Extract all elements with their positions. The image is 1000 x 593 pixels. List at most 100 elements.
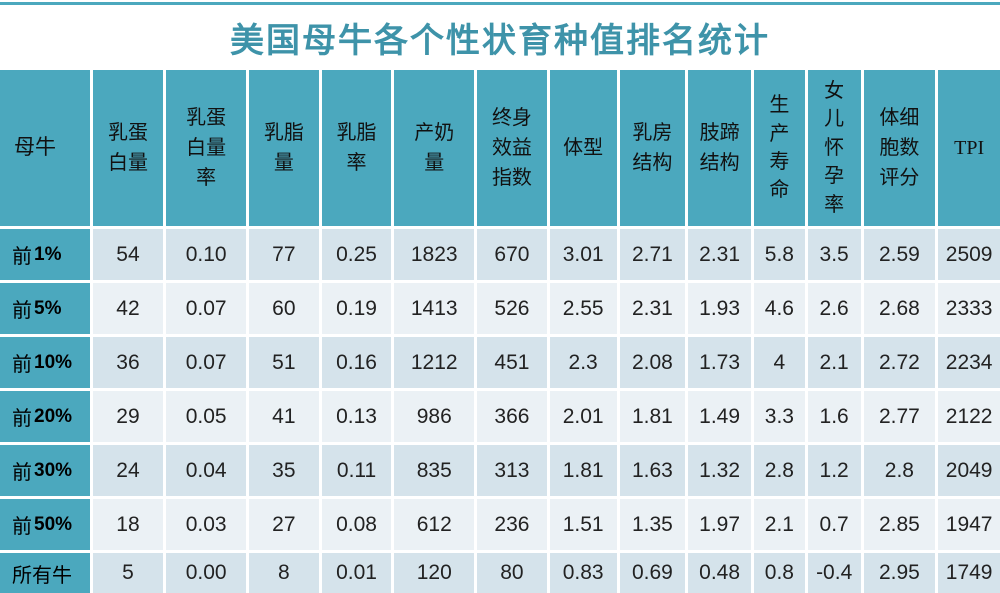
table-cell: 2.68 [863, 283, 936, 334]
table-cell: 0.00 [166, 553, 246, 593]
table-cell: 2.71 [619, 229, 686, 280]
table-cell: 1.93 [688, 283, 751, 334]
page-title: 美国母牛各个性状育种值排名统计 [230, 22, 770, 60]
table-cell: 2.1 [753, 499, 805, 550]
table-cell: 313 [477, 445, 547, 496]
table-cell: 5.8 [753, 229, 805, 280]
table-cell: 2.95 [863, 553, 936, 593]
table-cell: 2509 [938, 229, 1000, 280]
column-header: 体型 [549, 70, 617, 226]
table-cell: 2.55 [549, 283, 617, 334]
table-cell: 2.6 [807, 283, 861, 334]
column-header: 生 产 寿 命 [753, 70, 805, 226]
row-label: 前 20% [0, 391, 90, 442]
table-cell: 60 [249, 283, 319, 334]
table-cell: 612 [394, 499, 475, 550]
table-cell: 0.08 [321, 499, 392, 550]
table-cell: 0.13 [321, 391, 392, 442]
column-header: 肢蹄 结构 [688, 70, 751, 226]
table-cell: 0.48 [688, 553, 751, 593]
column-header: 女 儿 怀 孕 率 [807, 70, 861, 226]
table-cell: 451 [477, 337, 547, 388]
column-header: 终身 效益 指数 [477, 70, 547, 226]
table-cell: 36 [92, 337, 164, 388]
table-cell: 0.25 [321, 229, 392, 280]
table-cell: 3.3 [753, 391, 805, 442]
table-cell: 35 [249, 445, 319, 496]
table-cell: 2.59 [863, 229, 936, 280]
table-cell: 1.2 [807, 445, 861, 496]
table-cell: 4 [753, 337, 805, 388]
table-cell: 29 [92, 391, 164, 442]
table-cell: 8 [249, 553, 319, 593]
table-cell: 77 [249, 229, 319, 280]
table-cell: 2049 [938, 445, 1000, 496]
table-cell: 526 [477, 283, 547, 334]
column-header: 乳脂 量 [249, 70, 319, 226]
table-cell: 0.69 [619, 553, 686, 593]
table-cell: 24 [92, 445, 164, 496]
table-cell: 18 [92, 499, 164, 550]
table-cell: 835 [394, 445, 475, 496]
table-cell: 2.1 [807, 337, 861, 388]
table-cell: 2.77 [863, 391, 936, 442]
table-cell: 1947 [938, 499, 1000, 550]
table-cell: 1.32 [688, 445, 751, 496]
table-cell: 1.81 [549, 445, 617, 496]
corner-header-cell: 母牛 [0, 70, 90, 226]
table-cell: 670 [477, 229, 547, 280]
table-cell: 2.8 [753, 445, 805, 496]
table-cell: 0.19 [321, 283, 392, 334]
column-header: 产奶 量 [394, 70, 475, 226]
table-cell: 0.04 [166, 445, 246, 496]
row-label: 前 5% [0, 283, 90, 334]
table-cell: 1.63 [619, 445, 686, 496]
table-cell: 51 [249, 337, 319, 388]
table-cell: 27 [249, 499, 319, 550]
table-cell: 0.11 [321, 445, 392, 496]
table-cell: 236 [477, 499, 547, 550]
table-cell: 3.5 [807, 229, 861, 280]
table-cell: 54 [92, 229, 164, 280]
column-header: 乳房 结构 [619, 70, 686, 226]
table-cell: 0.83 [549, 553, 617, 593]
table-cell: 1.51 [549, 499, 617, 550]
table-cell: 2.8 [863, 445, 936, 496]
row-label: 前 30% [0, 445, 90, 496]
table-cell: 2234 [938, 337, 1000, 388]
stats-table: 母牛 乳蛋 白量 乳蛋 白量 率乳脂 量乳脂 率产奶 量终身 效益 指数 体型 乳房 结… [0, 70, 1000, 593]
table-cell: 2.85 [863, 499, 936, 550]
table-cell: 0.01 [321, 553, 392, 593]
table-cell: 2.72 [863, 337, 936, 388]
column-header: 乳蛋 白量 率 [166, 70, 246, 226]
table-cell: 2.31 [688, 229, 751, 280]
table-cell: 1.49 [688, 391, 751, 442]
table-cell: 1212 [394, 337, 475, 388]
table-cell: 3.01 [549, 229, 617, 280]
table-cell: 4.6 [753, 283, 805, 334]
row-label: 前 10% [0, 337, 90, 388]
table-cell: 2122 [938, 391, 1000, 442]
table-cell: 1.97 [688, 499, 751, 550]
top-accent-bar [0, 2, 1000, 5]
table-cell: 0.8 [753, 553, 805, 593]
row-label: 所有牛 [0, 553, 90, 593]
column-header: TPI [938, 70, 1000, 226]
column-header: 体细 胞数 评分 [863, 70, 936, 226]
column-header: 乳蛋 白量 [92, 70, 164, 226]
table-cell: 986 [394, 391, 475, 442]
table-cell: 2333 [938, 283, 1000, 334]
table-cell: 1.6 [807, 391, 861, 442]
table-cell: 0.05 [166, 391, 246, 442]
table-cell: 0.07 [166, 337, 246, 388]
table-cell: 366 [477, 391, 547, 442]
column-header: 乳脂 率 [321, 70, 392, 226]
table-cell: 1749 [938, 553, 1000, 593]
table-cell: 2.01 [549, 391, 617, 442]
table-cell: 1.81 [619, 391, 686, 442]
table-cell: 1.35 [619, 499, 686, 550]
table-cell: 0.03 [166, 499, 246, 550]
table-cell: 120 [394, 553, 475, 593]
table-cell: 0.07 [166, 283, 246, 334]
